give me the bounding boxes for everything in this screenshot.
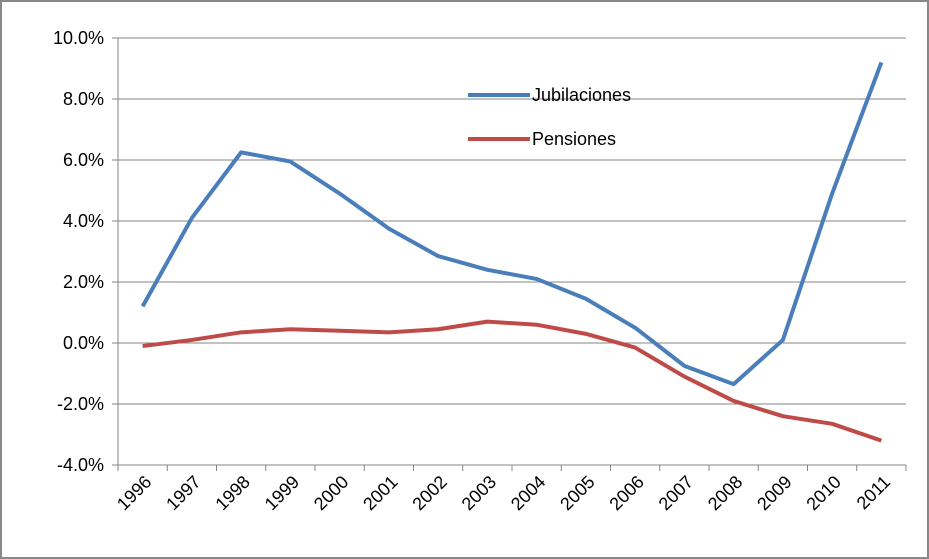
legend-label: Jubilaciones [532, 85, 631, 105]
y-tick-label: 10.0% [53, 28, 104, 48]
legend-label: Pensiones [532, 129, 616, 149]
series-line [140, 61, 884, 387]
y-tick-label: 8.0% [63, 89, 104, 109]
series-line [142, 319, 883, 443]
y-tick-label: 0.0% [63, 333, 104, 353]
y-tick-label: 4.0% [63, 211, 104, 231]
y-tick-label: -4.0% [57, 455, 104, 475]
y-tick-label: 2.0% [63, 272, 104, 292]
y-tick-label: 6.0% [63, 150, 104, 170]
y-tick-label: -2.0% [57, 394, 104, 414]
